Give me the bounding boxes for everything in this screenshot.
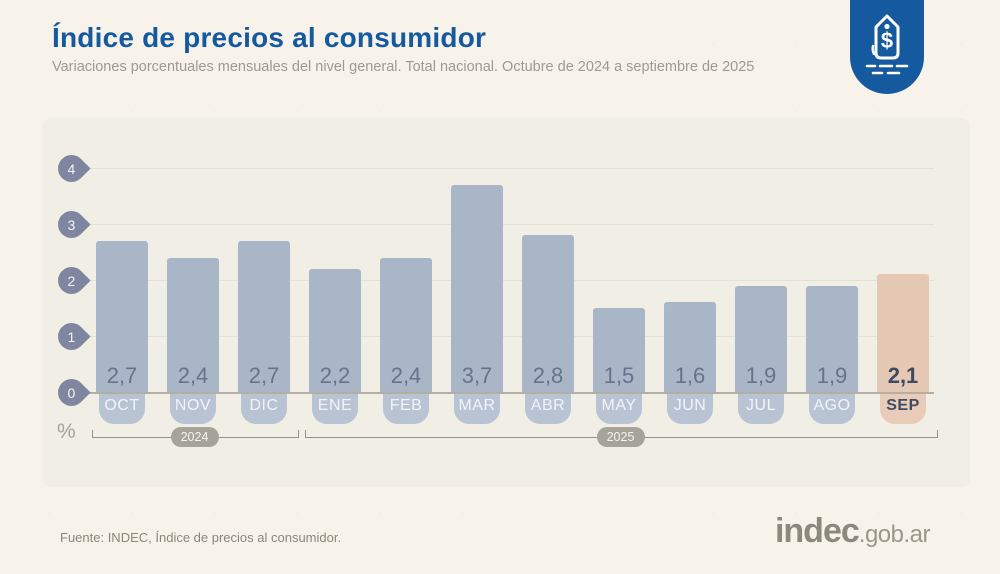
- bar-value-label: 2,4: [177, 362, 209, 388]
- page-title: Índice de precios al consumidor: [52, 22, 487, 53]
- month-label: JUN: [673, 397, 707, 414]
- month-tab-abr: ABR: [525, 394, 571, 424]
- bar-value-label: 1,9: [745, 362, 777, 388]
- bar-ago: 1,9: [806, 285, 858, 392]
- month-tab-feb: FEB: [383, 394, 429, 424]
- indec-logo: indec .gob.ar: [774, 512, 931, 551]
- year-pill-label: 2024: [180, 430, 209, 444]
- chart-panel: 0 1 2 3 4 2,7 OCT 2,4 NOV 2,7 DIC 2,2 ENE 2,4 FEB 3,7 MA…: [43, 118, 970, 487]
- month-label: JUL: [746, 397, 776, 414]
- header-badge: $: [850, 0, 924, 94]
- month-label: ENE: [317, 397, 353, 414]
- bar-oct: 2,7: [96, 240, 148, 392]
- month-label: AGO: [813, 397, 851, 414]
- month-tab-dic: DIC: [241, 394, 287, 424]
- month-tab-jun: JUN: [667, 394, 713, 424]
- bar-value-label: 1,9: [816, 362, 848, 388]
- month-label: DIC: [249, 397, 279, 414]
- month-label: OCT: [104, 397, 140, 414]
- bar-value-label: 2,7: [248, 362, 280, 388]
- month-label: FEB: [389, 397, 423, 414]
- y-axis-tick-label: 3: [67, 215, 75, 232]
- bar-jun: 1,6: [664, 302, 716, 392]
- bar-may: 1,5: [593, 308, 645, 392]
- bar-mar: 3,7: [451, 184, 503, 392]
- bar-nov: 2,4: [167, 257, 219, 392]
- bar-abr: 2,8: [522, 235, 574, 392]
- svg-text:$: $: [881, 28, 893, 53]
- month-label: MAR: [458, 397, 496, 414]
- year-pill-2025: 2025: [596, 427, 645, 447]
- bar-value-label: 3,7: [461, 362, 493, 388]
- gridline-2: [84, 280, 934, 281]
- month-tab-may: MAY: [596, 394, 642, 424]
- y-axis-tick-2: 2: [51, 260, 91, 300]
- gridline-3: [84, 224, 934, 225]
- month-tab-nov: NOV: [170, 394, 216, 424]
- page-subtitle: Variaciones porcentuales mensuales del n…: [52, 59, 755, 75]
- month-label: ABR: [530, 397, 566, 414]
- bar-value-label: 2,2: [319, 362, 351, 388]
- year-pill-2024: 2024: [170, 427, 219, 447]
- y-axis-tick-1: 1: [51, 316, 91, 356]
- bar-sep: 2,1: [877, 274, 929, 392]
- y-axis-tick-0: 0: [51, 372, 91, 412]
- bar-dic: 2,7: [238, 240, 290, 392]
- source-note: Fuente: INDEC, Índice de precios al cons…: [60, 530, 342, 545]
- month-label: MAY: [601, 397, 637, 414]
- month-tab-sep: SEP: [880, 394, 926, 424]
- bar-feb: 2,4: [380, 257, 432, 392]
- month-label: NOV: [174, 397, 212, 414]
- y-axis-tick-4: 4: [51, 148, 91, 188]
- logo-suffix-text: .gob.ar: [858, 521, 931, 548]
- month-label: SEP: [886, 397, 920, 414]
- bar-value-label: 1,5: [603, 363, 635, 388]
- gridline-0: [88, 392, 934, 394]
- y-axis-tick-label: 0: [67, 383, 75, 400]
- bar-value-label: 2,1: [887, 362, 919, 388]
- month-tab-ene: ENE: [312, 394, 358, 424]
- y-axis-unit-label: %: [57, 420, 76, 443]
- month-tab-mar: MAR: [454, 394, 500, 424]
- year-pill-label: 2025: [606, 430, 635, 444]
- y-axis-tick-label: 2: [67, 271, 75, 288]
- gridline-4: [84, 168, 934, 169]
- y-axis-tick-3: 3: [51, 204, 91, 244]
- month-tab-ago: AGO: [809, 394, 855, 424]
- month-tab-oct: OCT: [99, 394, 145, 424]
- bar-value-label: 1,6: [674, 362, 706, 388]
- bar-jul: 1,9: [735, 285, 787, 392]
- price-tag-dollar-icon: $: [861, 11, 913, 84]
- bar-value-label: 2,7: [106, 362, 138, 388]
- logo-main-text: indec: [774, 512, 860, 550]
- bar-value-label: 2,8: [532, 362, 564, 388]
- bar-value-label: 2,4: [390, 362, 422, 388]
- gridline-1: [84, 336, 934, 337]
- y-axis-tick-label: 1: [67, 327, 75, 344]
- month-tab-jul: JUL: [738, 394, 784, 424]
- bar-ene: 2,2: [309, 268, 361, 392]
- y-axis-tick-label: 4: [67, 159, 75, 176]
